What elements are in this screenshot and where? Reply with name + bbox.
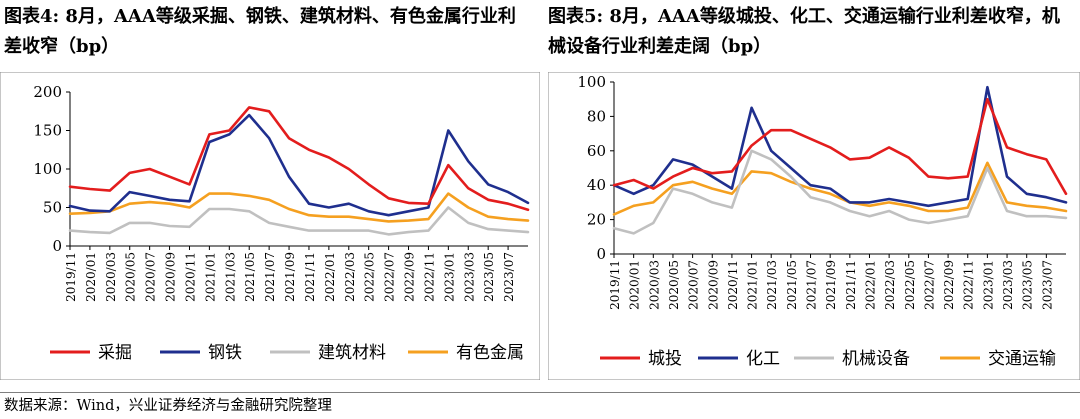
y-tick-label: 0 bbox=[52, 237, 62, 255]
x-tick-label: 2020/11 bbox=[726, 260, 740, 310]
x-tick-label: 2022/07 bbox=[922, 260, 936, 310]
x-tick-label: 2020/03 bbox=[647, 260, 661, 310]
x-tick-label: 2021/09 bbox=[824, 260, 838, 310]
y-tick-label: 100 bbox=[577, 73, 606, 91]
x-tick-label: 2022/05 bbox=[363, 252, 377, 302]
chart-left: 0 50 100 150 200 2019/11 2020/01 2020/03 2020/05… bbox=[0, 72, 540, 380]
legend-label: 采掘 bbox=[98, 343, 132, 363]
series-line-1 bbox=[612, 97, 1068, 196]
x-tick-label: 2021/09 bbox=[283, 252, 297, 302]
x-tick-label: 2020/01 bbox=[84, 252, 98, 302]
series-line-2 bbox=[612, 85, 1068, 208]
source-note: 数据来源：Wind，兴业证券经济与金融研究院整理 bbox=[4, 398, 332, 414]
series-line-1 bbox=[68, 106, 530, 212]
footer-divider bbox=[0, 392, 1080, 393]
x-tick-label: 2021/01 bbox=[746, 260, 760, 310]
x-tick-label: 2023/07 bbox=[502, 252, 516, 302]
y-tick-label: 0 bbox=[596, 245, 606, 263]
y-tick-label: 60 bbox=[587, 142, 606, 160]
series-line-4 bbox=[612, 161, 1068, 216]
x-tick-label: 2022/11 bbox=[422, 252, 436, 302]
x-tick-label: 2019/11 bbox=[64, 252, 78, 302]
x-tick-label: 2021/01 bbox=[203, 252, 217, 302]
x-tick-label: 2022/01 bbox=[323, 252, 337, 302]
y-tick-label: 200 bbox=[33, 83, 62, 101]
x-tick-label: 2022/03 bbox=[883, 260, 897, 310]
series-line-3 bbox=[68, 206, 530, 236]
x-tick-label: 2021/03 bbox=[223, 252, 237, 302]
x-tick-label: 2020/09 bbox=[706, 260, 720, 310]
x-tick-label: 2020/03 bbox=[104, 252, 118, 302]
y-tick-label: 100 bbox=[33, 160, 62, 178]
x-tick-label: 2022/03 bbox=[343, 252, 357, 302]
x-tick-label: 2020/11 bbox=[183, 252, 197, 302]
x-tick-label: 2023/01 bbox=[981, 260, 995, 310]
legend-label: 有色金属 bbox=[456, 343, 524, 363]
x-tick-label: 2022/07 bbox=[383, 252, 397, 302]
x-tick-label: 2023/01 bbox=[442, 252, 456, 302]
chart-right: 0 20 40 60 80 100 2019/11 2020/01 2020/03 2020/05… bbox=[548, 72, 1080, 380]
x-tick-label: 2023/05 bbox=[1021, 260, 1035, 310]
line-chart-left: 0 50 100 150 200 2019/11 2020/01 2020/03 2020/05… bbox=[0, 72, 540, 380]
legend-label: 化工 bbox=[746, 349, 780, 369]
legend-label: 城投 bbox=[648, 349, 682, 369]
x-tick-label: 2023/07 bbox=[1040, 260, 1054, 310]
legend-label: 建筑材料 bbox=[318, 343, 386, 363]
x-tick-label: 2023/05 bbox=[482, 252, 496, 302]
x-tick-label: 2022/09 bbox=[403, 252, 417, 302]
series-line-2 bbox=[68, 113, 530, 217]
x-tick-label: 2020/05 bbox=[667, 260, 681, 310]
x-tick-label: 2023/03 bbox=[1001, 260, 1015, 310]
legend-label: 交通运输 bbox=[988, 349, 1056, 369]
series-line-4 bbox=[68, 192, 530, 223]
chart-title-right: 图表5: 8月，AAA等级城投、化工、交通运输行业利差收窄，机械设备行业利差走阔… bbox=[548, 6, 1060, 57]
x-tick-label: 2022/09 bbox=[942, 260, 956, 310]
x-tick-label: 2021/05 bbox=[243, 252, 257, 302]
chart-frame bbox=[0, 72, 540, 380]
x-tick-label: 2021/11 bbox=[844, 260, 858, 310]
chart-title-left: 图表4: 8月，AAA等级采掘、钢铁、建筑材料、有色金属行业利差收窄（bp） bbox=[4, 6, 516, 57]
x-tick-label: 2022/01 bbox=[863, 260, 877, 310]
x-tick-label: 2021/05 bbox=[785, 260, 799, 310]
x-tick-label: 2022/05 bbox=[903, 260, 917, 310]
x-tick-label: 2020/09 bbox=[164, 252, 178, 302]
x-tick-label: 2020/05 bbox=[124, 252, 138, 302]
x-tick-label: 2020/01 bbox=[628, 260, 642, 310]
legend-label: 机械设备 bbox=[842, 349, 910, 369]
x-tick-label: 2023/03 bbox=[462, 252, 476, 302]
x-tick-label: 2021/07 bbox=[263, 252, 277, 302]
y-tick-label: 150 bbox=[33, 122, 62, 140]
x-tick-label: 2021/03 bbox=[765, 260, 779, 310]
y-tick-label: 80 bbox=[587, 107, 606, 125]
x-tick-label: 2022/11 bbox=[962, 260, 976, 310]
line-chart-right: 0 20 40 60 80 100 2019/11 2020/01 2020/03 2020/05… bbox=[548, 72, 1080, 380]
y-tick-label: 20 bbox=[587, 211, 606, 229]
x-tick-label: 2020/07 bbox=[144, 252, 158, 302]
x-tick-label: 2020/07 bbox=[687, 260, 701, 310]
x-tick-label: 2021/11 bbox=[303, 252, 317, 302]
series-line-3 bbox=[612, 149, 1068, 235]
legend-label: 钢铁 bbox=[208, 343, 242, 363]
y-tick-label: 50 bbox=[43, 199, 62, 217]
x-tick-label: 2021/07 bbox=[805, 260, 819, 310]
chart-frame bbox=[548, 72, 1080, 380]
y-tick-label: 40 bbox=[587, 176, 606, 194]
x-tick-label: 2019/11 bbox=[608, 260, 622, 310]
